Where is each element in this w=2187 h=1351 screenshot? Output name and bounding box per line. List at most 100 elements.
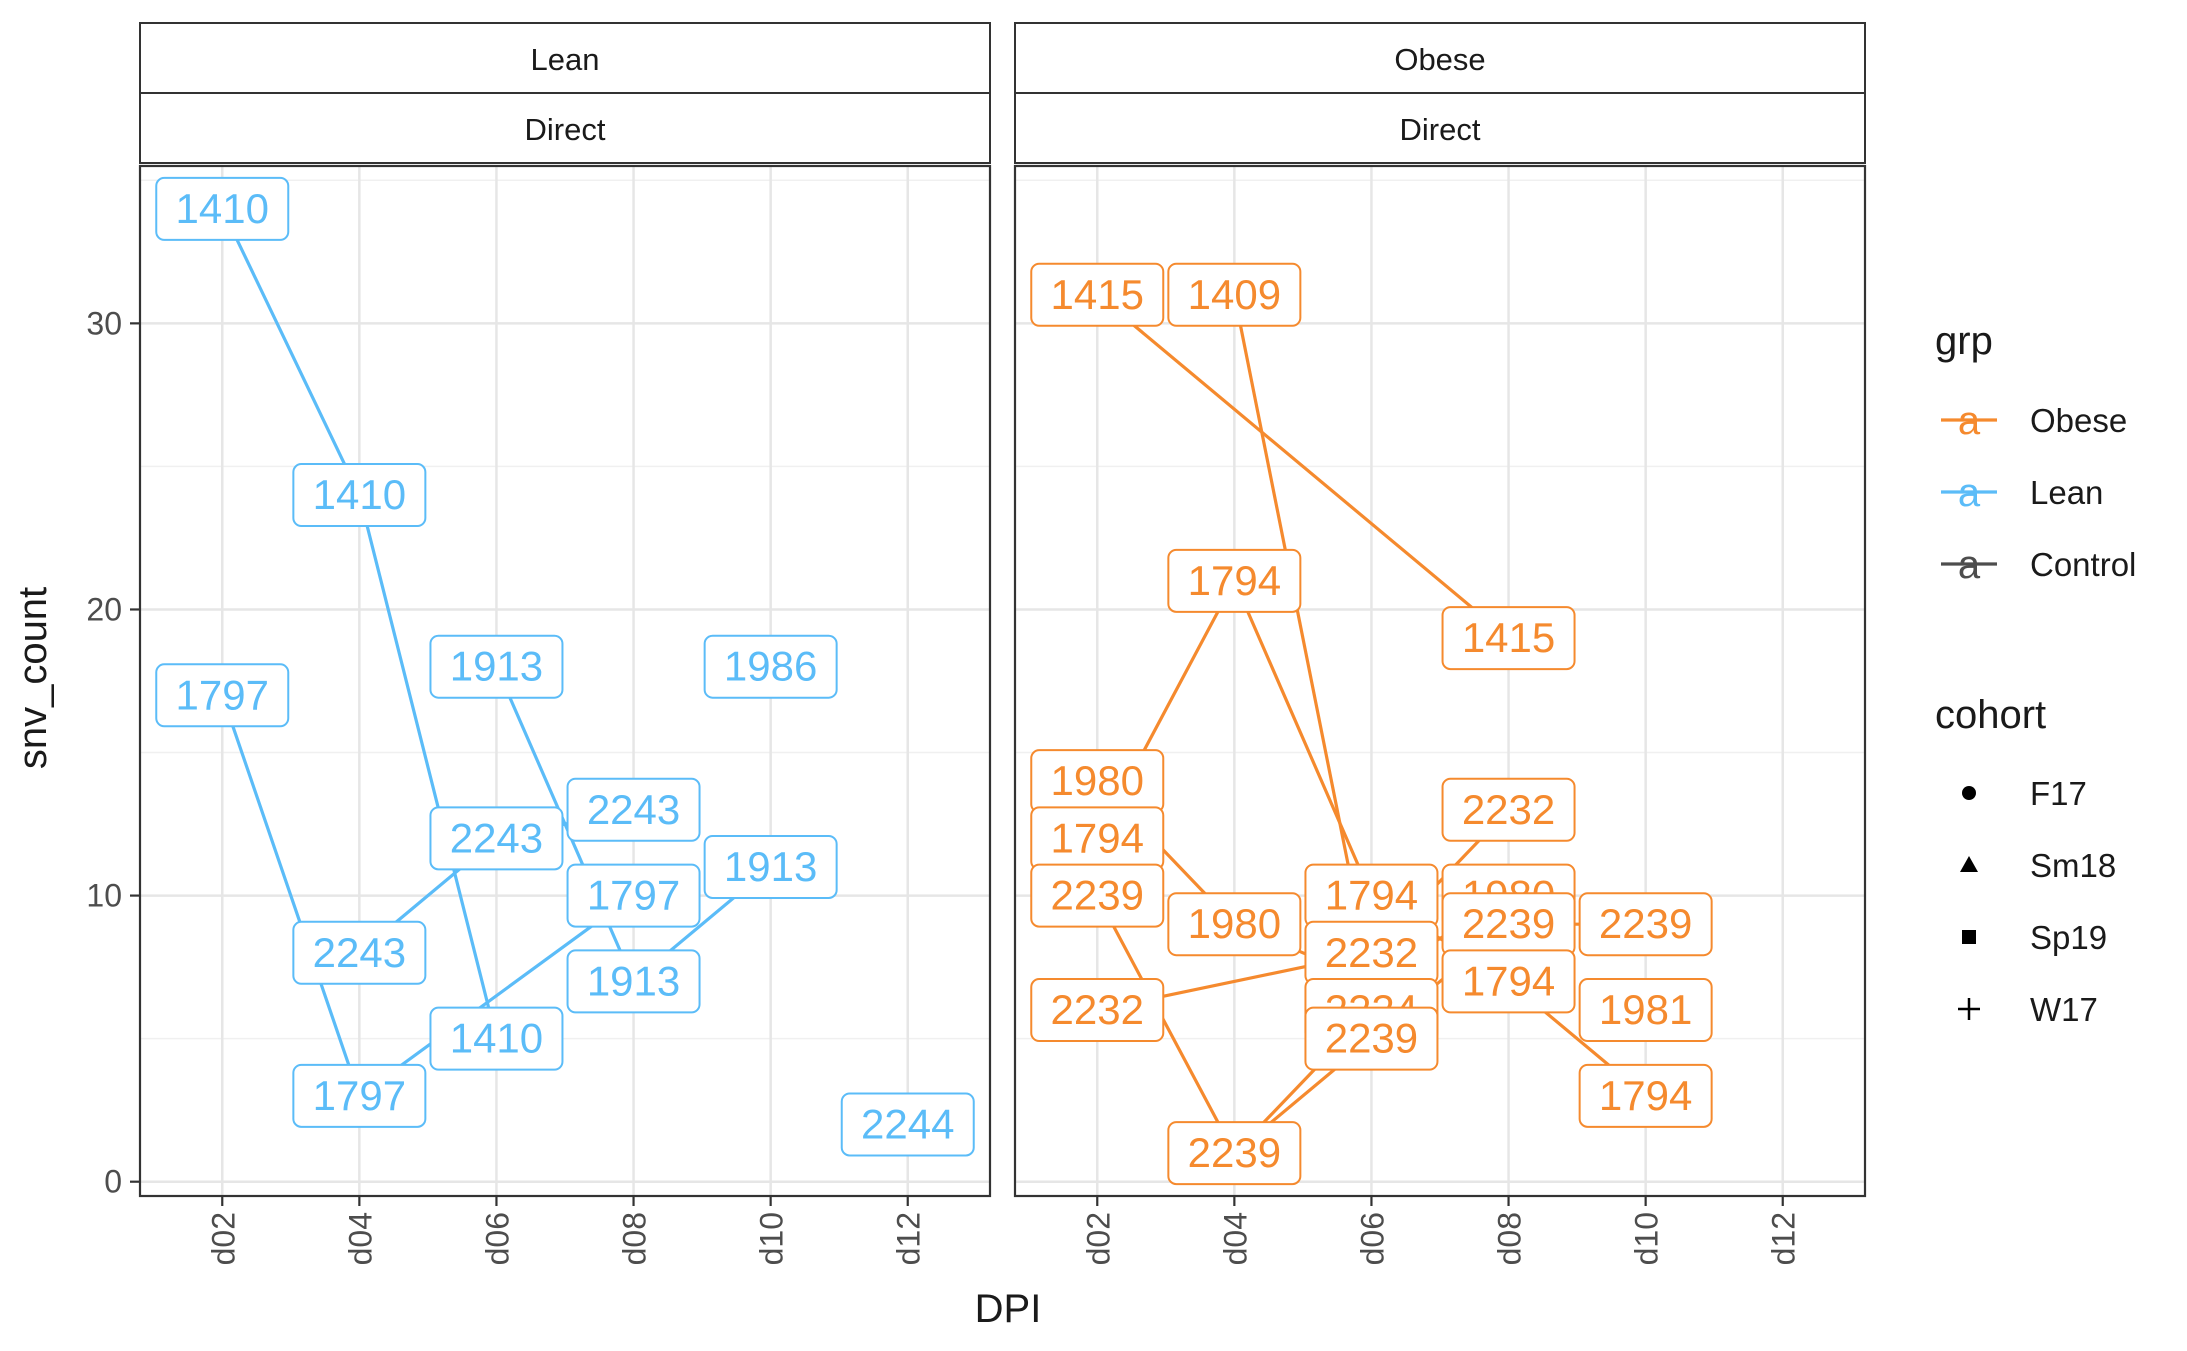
- data-label-text: 2244: [861, 1100, 954, 1147]
- strip-sub-box: [139, 92, 991, 164]
- x-tick-label-d08: d08: [617, 1212, 653, 1265]
- data-label-text: 2232: [1325, 929, 1418, 976]
- legend-grp-entry-obese: a Obese: [1941, 399, 2127, 443]
- data-label-text: 1797: [313, 1072, 406, 1119]
- strip-top-box: [1014, 22, 1866, 94]
- data-label-text: 2239: [1599, 900, 1692, 947]
- data-label-text: 1913: [587, 957, 680, 1004]
- x-axis-title: DPI: [975, 1287, 1042, 1331]
- data-label-1797: 1797: [566, 863, 701, 928]
- legend-label: Sp19: [2030, 919, 2107, 956]
- data-label-text: 2243: [313, 929, 406, 976]
- data-label-1794: 1794: [1304, 863, 1439, 928]
- x-tick-label-d12: d12: [1766, 1212, 1802, 1265]
- axes: d02 d04 d06 d08 d10 d12 d02 d04 d06 d08 d10 d12 0 10 2…: [86, 305, 1801, 1265]
- data-label-text: 2243: [450, 814, 543, 861]
- data-label-box: [1578, 978, 1713, 1043]
- data-label-text: 1410: [450, 1015, 543, 1062]
- data-label-2239: 2239: [1030, 863, 1165, 928]
- plus-icon: [1958, 998, 1980, 1020]
- data-label-text: 2232: [1051, 986, 1144, 1033]
- triangle-icon: [1960, 856, 1978, 872]
- legend-label: W17: [2030, 991, 2098, 1028]
- y-tick-label-0: 0: [104, 1164, 122, 1200]
- data-label-2244: 2244: [840, 1092, 975, 1157]
- x-tick-label-d08: d08: [1492, 1212, 1528, 1265]
- data-label-box: [1578, 1063, 1713, 1128]
- panel-border: [1013, 164, 1867, 1198]
- data-label-text: 1410: [313, 471, 406, 518]
- strip-top-box: [139, 22, 991, 94]
- data-label-1797: 1797: [292, 1063, 427, 1128]
- data-label-2239: 2239: [1578, 892, 1713, 957]
- data-label-text: 1409: [1188, 271, 1281, 318]
- data-label-1794: 1794: [1578, 1063, 1713, 1128]
- data-label-box: [566, 863, 701, 928]
- x-tick-label-d06: d06: [479, 1212, 515, 1265]
- data-label-box: [1167, 262, 1302, 327]
- legend-grp-entry-control: a Control: [1941, 543, 2136, 587]
- data-label-text: 1981: [1599, 986, 1692, 1033]
- data-label-box: [429, 806, 564, 871]
- square-icon: [1962, 930, 1976, 944]
- series-line-1415: [1096, 293, 1510, 640]
- strip-sub-label: Direct: [1400, 112, 1481, 147]
- x-tick-label-d04: d04: [342, 1212, 378, 1265]
- data-label-1415: 1415: [1441, 606, 1576, 671]
- data-label-box: [292, 463, 427, 528]
- data-label-box: [1167, 548, 1302, 613]
- data-label-text: 1794: [1188, 557, 1281, 604]
- panels: Lean Direct 1410 1410 1410 1797 1797 1797 1913 19…: [138, 22, 1867, 1198]
- data-label-1794: 1794: [1441, 949, 1576, 1014]
- data-label-1797: 1797: [155, 663, 290, 728]
- data-label-1986: 1986: [703, 634, 838, 699]
- legend-label: Lean: [2030, 474, 2103, 511]
- legend-label: Obese: [2030, 402, 2127, 439]
- panel-border: [138, 164, 992, 1198]
- data-label-text: 1794: [1462, 957, 1555, 1004]
- data-label-text: 1794: [1325, 872, 1418, 919]
- data-label-1794: 1794: [1030, 806, 1165, 871]
- data-label-box: [703, 834, 838, 899]
- x-tick-label-d06: d06: [1354, 1212, 1390, 1265]
- data-label-1981: 1981: [1578, 978, 1713, 1043]
- data-label-text: 1410: [176, 185, 269, 232]
- data-label-box: [1578, 892, 1713, 957]
- data-label-1980: 1980: [1167, 892, 1302, 957]
- legend-cohort-entry-w17: W17: [1958, 991, 2098, 1028]
- data-label-text: 1794: [1051, 814, 1144, 861]
- data-label-text: 1986: [724, 643, 817, 690]
- panel-lean: Lean Direct 1410 1410 1410 1797 1797 1797 1913 19…: [138, 22, 992, 1198]
- legend-grp-entry-lean: a Lean: [1941, 471, 2103, 515]
- data-label-1410: 1410: [429, 1006, 564, 1071]
- legend-cohort-entry-f17: F17: [1962, 775, 2087, 812]
- data-label-2239: 2239: [1304, 1006, 1439, 1071]
- data-label-text: 1980: [1051, 757, 1144, 804]
- data-label-box: [1030, 863, 1165, 928]
- data-label-2243: 2243: [566, 777, 701, 842]
- x-tick-label-d10: d10: [754, 1212, 790, 1265]
- data-label-1415: 1415: [1030, 262, 1165, 327]
- strip-top-label: Obese: [1394, 42, 1485, 77]
- data-label-text: 2243: [587, 786, 680, 833]
- data-label-text: 2239: [1188, 1129, 1281, 1176]
- data-label-box: [155, 663, 290, 728]
- data-label-1913: 1913: [566, 949, 701, 1014]
- legend-cohort-title: cohort: [1935, 693, 2046, 737]
- data-label-box: [429, 634, 564, 699]
- y-tick-label-20: 20: [86, 591, 122, 627]
- data-label-2239: 2239: [1167, 1121, 1302, 1186]
- legend-cohort-entry-sm18: Sm18: [1960, 847, 2116, 884]
- legend-key-glyph: a: [1958, 399, 1981, 443]
- legend-label: Control: [2030, 546, 2136, 583]
- data-label-1913: 1913: [703, 834, 838, 899]
- data-label-2243: 2243: [292, 920, 427, 985]
- data-label-1980: 1980: [1030, 749, 1165, 814]
- data-label-box: [566, 949, 701, 1014]
- y-axis-title: snv_count: [11, 587, 55, 769]
- data-label-2239: 2239: [1441, 892, 1576, 957]
- data-label-box: [292, 1063, 427, 1128]
- data-label-box: [1167, 892, 1302, 957]
- data-label-box: [292, 920, 427, 985]
- y-tick-label-10: 10: [86, 878, 122, 914]
